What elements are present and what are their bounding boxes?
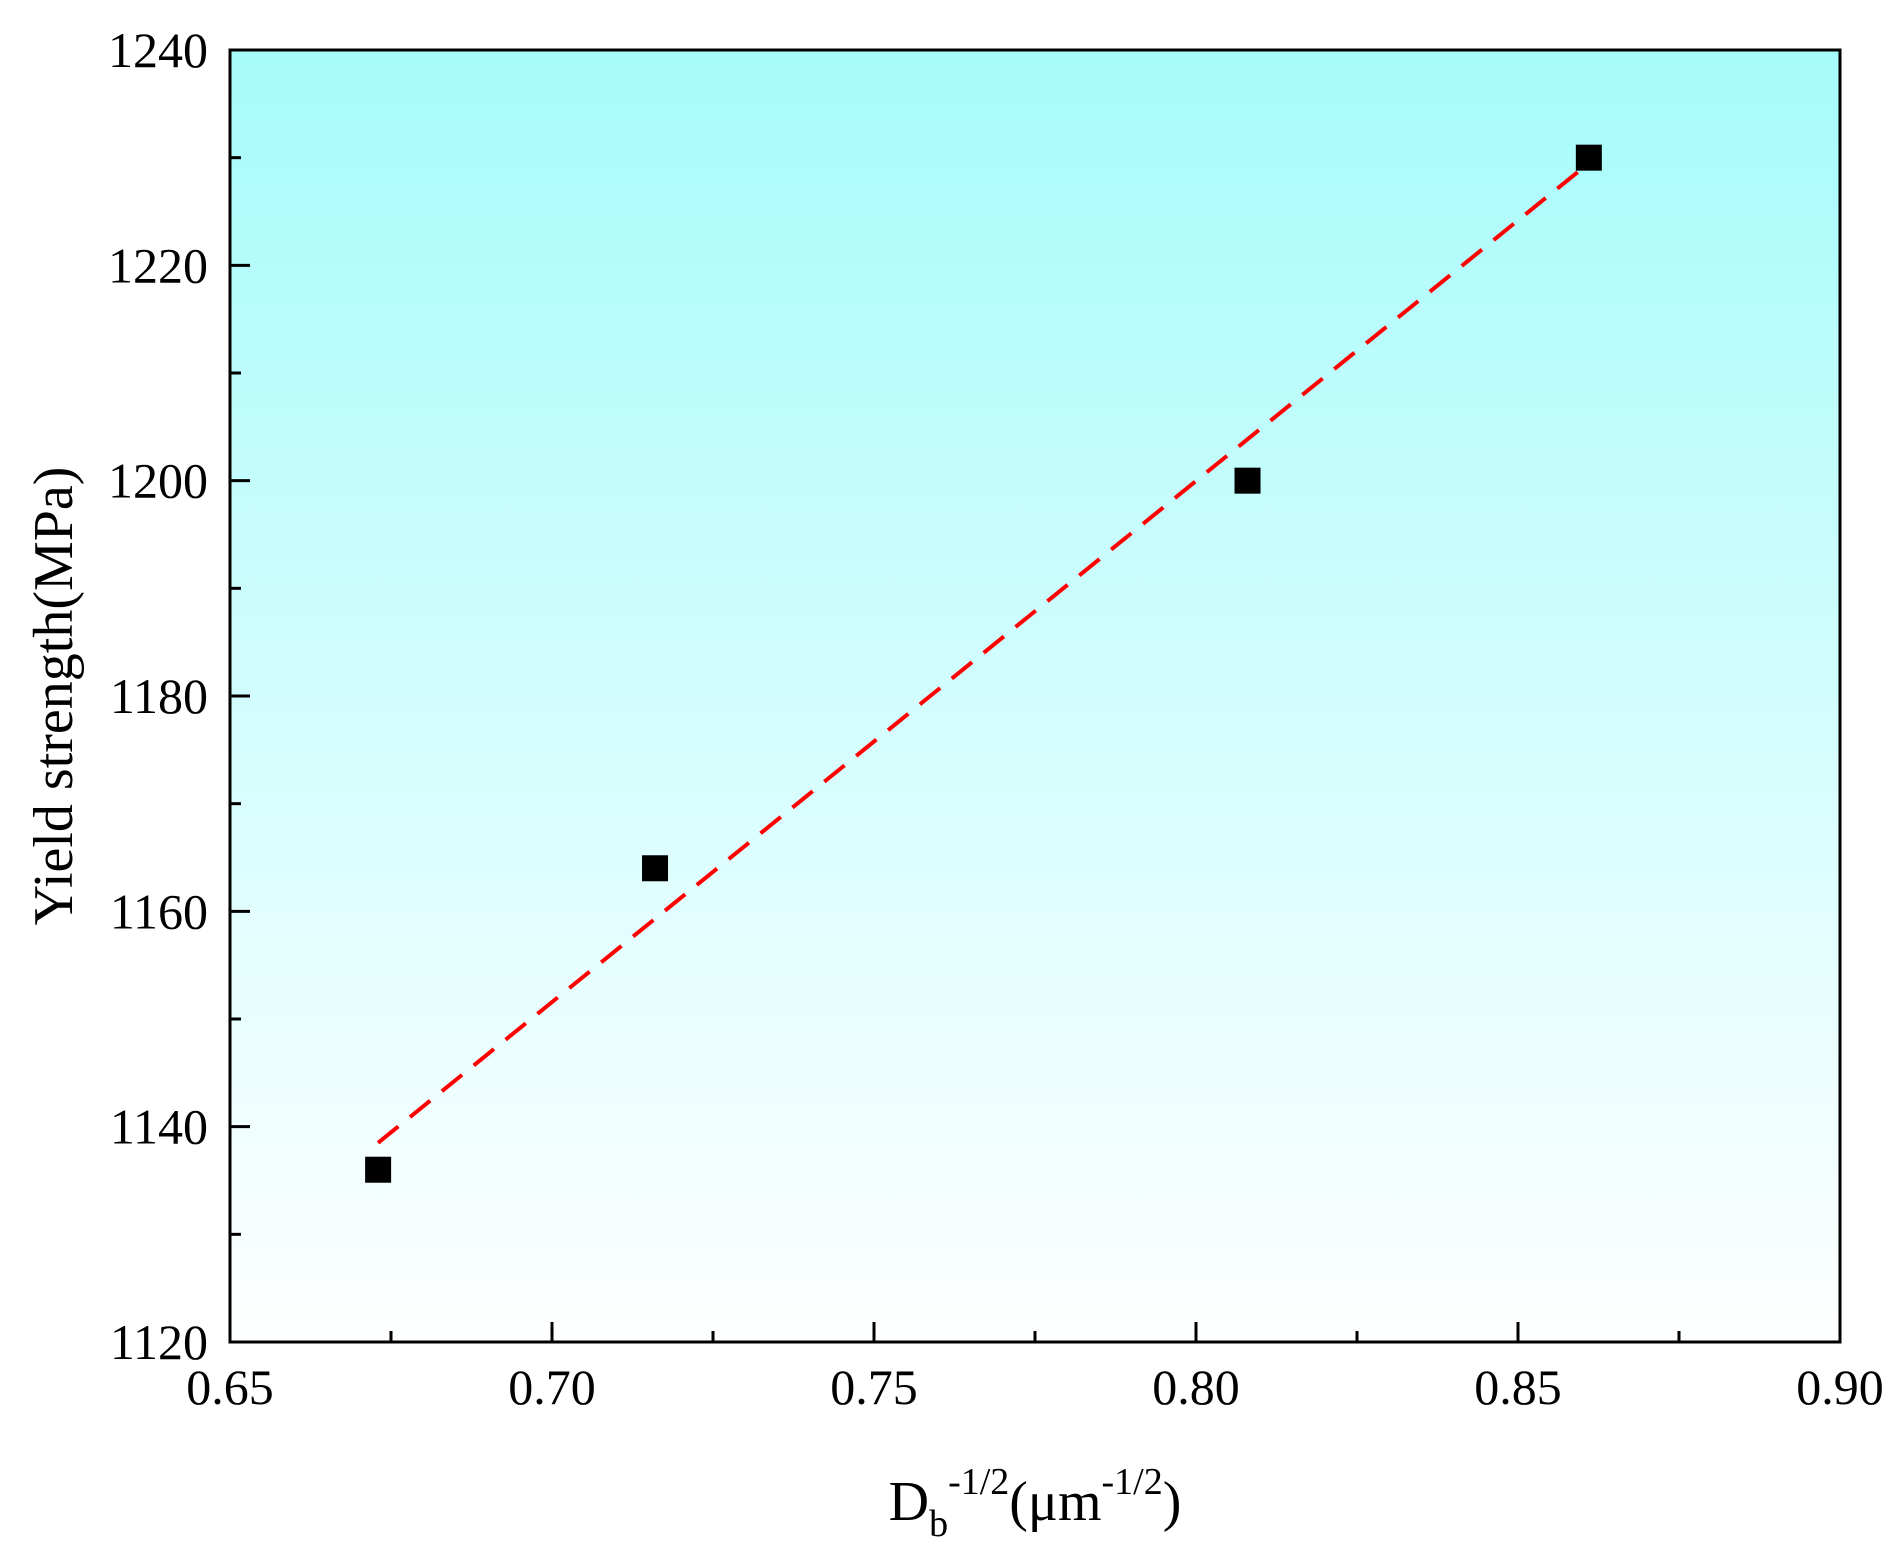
- plot-background: [230, 50, 1840, 1342]
- y-tick-label: 1200: [108, 453, 208, 509]
- x-axis-title-unit-open: (μm: [1009, 1471, 1101, 1533]
- x-tick-label: 0.80: [1152, 1359, 1240, 1415]
- y-tick-label: 1140: [110, 1099, 208, 1155]
- y-tick-label: 1180: [110, 668, 208, 724]
- y-tick-label: 1120: [110, 1314, 208, 1370]
- x-axis-title-sub: b: [929, 1503, 948, 1545]
- y-tick-label: 1240: [108, 22, 208, 78]
- x-tick-label: 0.90: [1796, 1359, 1884, 1415]
- x-tick-label: 0.70: [508, 1359, 596, 1415]
- fit-layer: [376, 161, 1591, 1145]
- y-tick-label: 1160: [110, 883, 208, 939]
- points-layer: [365, 144, 1602, 1183]
- x-tick-label: 0.65: [186, 1359, 274, 1415]
- data-point: [1234, 467, 1261, 494]
- x-axis-title: Db-1/2(μm-1/2): [889, 1461, 1182, 1545]
- x-axis-title-sup: -1/2: [948, 1461, 1009, 1503]
- x-tick-label: 0.75: [830, 1359, 918, 1415]
- y-axis: 1120 1140 1160 1180 1200 1220 1240: [108, 22, 250, 1370]
- fit-line: [376, 161, 1591, 1145]
- data-point: [642, 855, 669, 882]
- data-point: [1575, 144, 1602, 171]
- x-axis-title-unit-sup: -1/2: [1102, 1461, 1163, 1503]
- x-axis: 0.65 0.70 0.75 0.80 0.85 0.90: [186, 1322, 1884, 1415]
- x-axis-title-unit-close: ): [1163, 1471, 1182, 1533]
- x-axis-title-base: D: [889, 1471, 929, 1533]
- data-point: [365, 1156, 392, 1183]
- y-axis-title: Yield strength(MPa): [23, 467, 85, 926]
- y-tick-label: 1220: [108, 237, 208, 293]
- x-tick-label: 0.85: [1474, 1359, 1562, 1415]
